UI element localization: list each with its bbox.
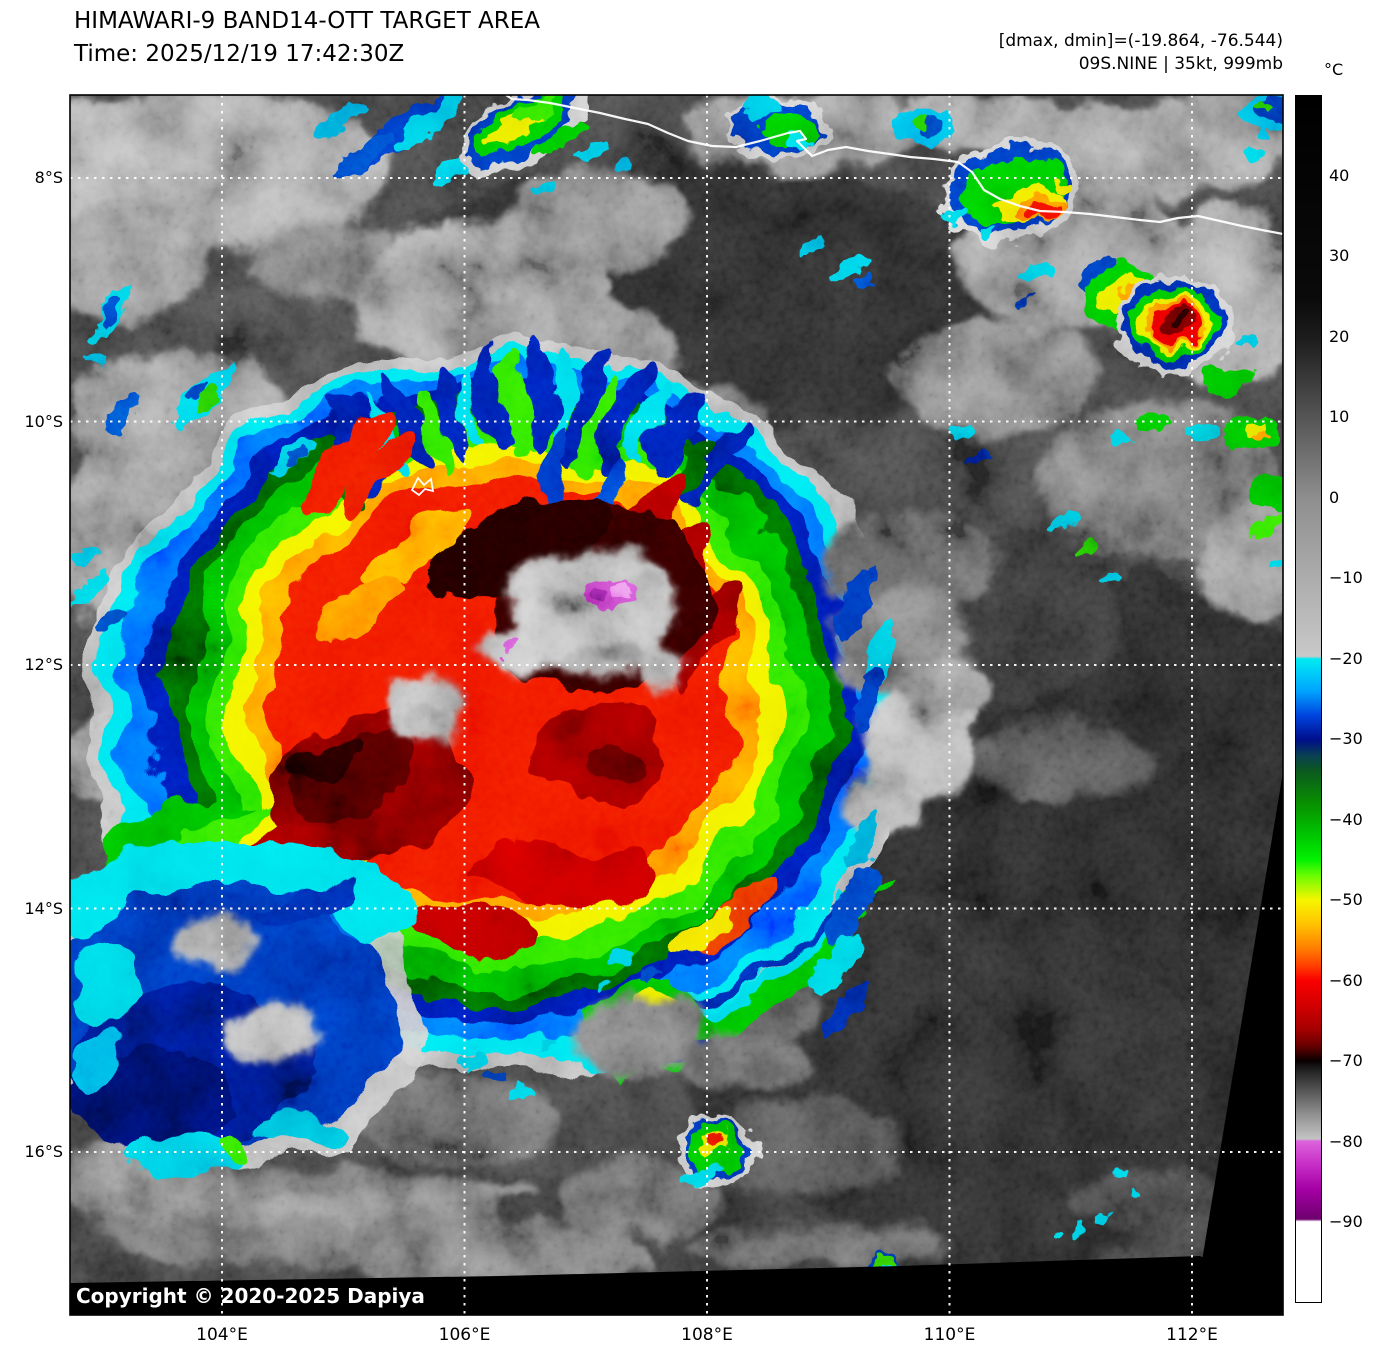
colorbar-tick-label: −90 bbox=[1329, 1212, 1363, 1232]
lon-tick-label: 104°E bbox=[196, 1325, 248, 1345]
coastline bbox=[505, 95, 1283, 236]
colorbar-tick-label: −20 bbox=[1329, 648, 1363, 668]
colorbar-tick-label: 20 bbox=[1329, 326, 1350, 346]
lon-tick-label: 106°E bbox=[438, 1325, 491, 1345]
lat-tick-label: 14°S bbox=[24, 898, 63, 918]
lat-tick-label: 12°S bbox=[24, 655, 63, 674]
texture-overlay-fine bbox=[70, 95, 1283, 1315]
temperature-colorbar bbox=[1295, 95, 1322, 1303]
lat-tick-label: 16°S bbox=[24, 1142, 63, 1161]
colorbar-tick-label: −80 bbox=[1329, 1131, 1363, 1151]
map-frame bbox=[69, 94, 1284, 1316]
colorbar-tick-label: −70 bbox=[1329, 1051, 1363, 1071]
storm-info-block: [dmax, dmin]=(-19.864, -76.544) 09S.NINE… bbox=[999, 30, 1283, 76]
lon-tick-label: 110°E bbox=[923, 1325, 976, 1345]
colorbar-tick-label: 30 bbox=[1329, 246, 1350, 266]
lon-tick-label: 112°E bbox=[1166, 1325, 1218, 1345]
swath-edges bbox=[70, 772, 1283, 1315]
chart-time: Time: 2025/12/19 17:42:30Z bbox=[74, 41, 405, 67]
colorbar-tick-label: 10 bbox=[1329, 407, 1350, 427]
colorbar-tick-label: 0 bbox=[1329, 487, 1340, 507]
colorbar-tick-label: −60 bbox=[1329, 970, 1363, 990]
storm-center-marker bbox=[410, 476, 435, 497]
lon-tick-label: 108°E bbox=[681, 1325, 733, 1345]
colorbar-tick-label: −40 bbox=[1329, 809, 1363, 829]
colorbar-tick-label: 40 bbox=[1329, 165, 1350, 185]
satellite-imagery bbox=[70, 95, 1283, 1315]
dmax-dmin-readout: [dmax, dmin]=(-19.864, -76.544) bbox=[998, 31, 1283, 51]
chart-title: HIMAWARI-9 BAND14-OTT TARGET AREA bbox=[74, 8, 541, 34]
lat-tick-label: 8°S bbox=[34, 168, 63, 187]
latlon-gridlines bbox=[70, 95, 1283, 1315]
colorbar-tick-label: −10 bbox=[1329, 568, 1363, 588]
lat-tick-label: 10°S bbox=[24, 411, 63, 431]
copyright-notice: Copyright © 2020-2025 Dapiya bbox=[76, 1284, 425, 1308]
colorbar-tick-label: −50 bbox=[1329, 890, 1363, 910]
colorbar-unit-label: °C bbox=[1324, 60, 1344, 79]
storm-id-intensity: 09S.NINE | 35kt, 999mb bbox=[1078, 54, 1283, 74]
colorbar-tick-label: −30 bbox=[1329, 729, 1363, 749]
